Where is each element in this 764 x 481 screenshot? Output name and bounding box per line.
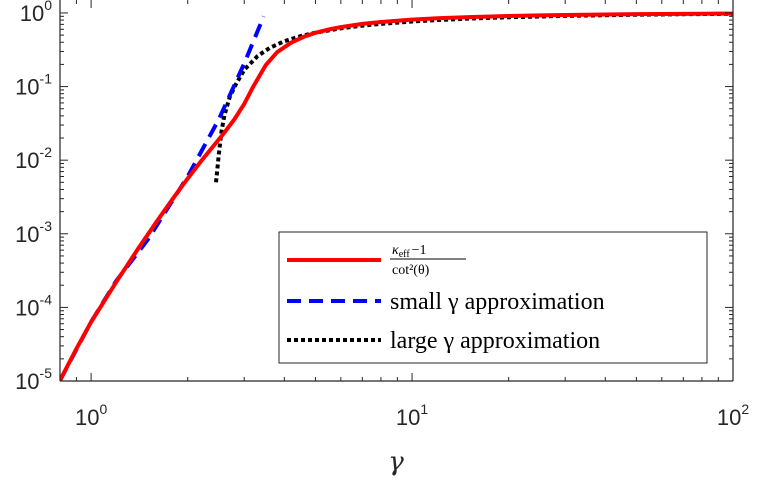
- series-line-0: [60, 11, 733, 381]
- y-tick-label: 10-1: [15, 71, 52, 100]
- x-tick-label: 101: [396, 401, 428, 430]
- series-layer: [60, 11, 733, 381]
- x-axis-label: γ: [388, 447, 404, 477]
- plot-area: [60, 11, 733, 381]
- y-tick-label: 10-4: [15, 291, 52, 320]
- legend-label-exact: κeff −1 cot²(θ): [390, 243, 466, 278]
- tick-labels: 100 101 102 100 10-1 10-2 10-3 10-4 10-5: [15, 0, 749, 430]
- y-tick-label: 100: [20, 0, 52, 26]
- y-tick-label: 10-3: [15, 218, 52, 247]
- series-line-2: [214, 11, 733, 183]
- y-tick-label: 10-5: [15, 365, 52, 394]
- axes: [59, 0, 734, 382]
- legend-label-small: small γ approximation: [390, 289, 605, 315]
- legend-label-large: large γ approximation: [390, 328, 600, 354]
- y-tick-label: 10-2: [15, 144, 52, 173]
- legend-kappa-sub: eff: [399, 249, 411, 260]
- legend-denominator: cot²(θ): [392, 263, 430, 278]
- x-tick-label: 102: [717, 401, 749, 430]
- legend-minus-one: −1: [412, 243, 427, 258]
- legend: κeff −1 cot²(θ) small γ approximation lar…: [278, 231, 708, 364]
- x-tick-label: 100: [75, 401, 107, 430]
- svg-text:κeff−1: κeff −1: [392, 243, 427, 260]
- legend-kappa: κ: [392, 243, 399, 258]
